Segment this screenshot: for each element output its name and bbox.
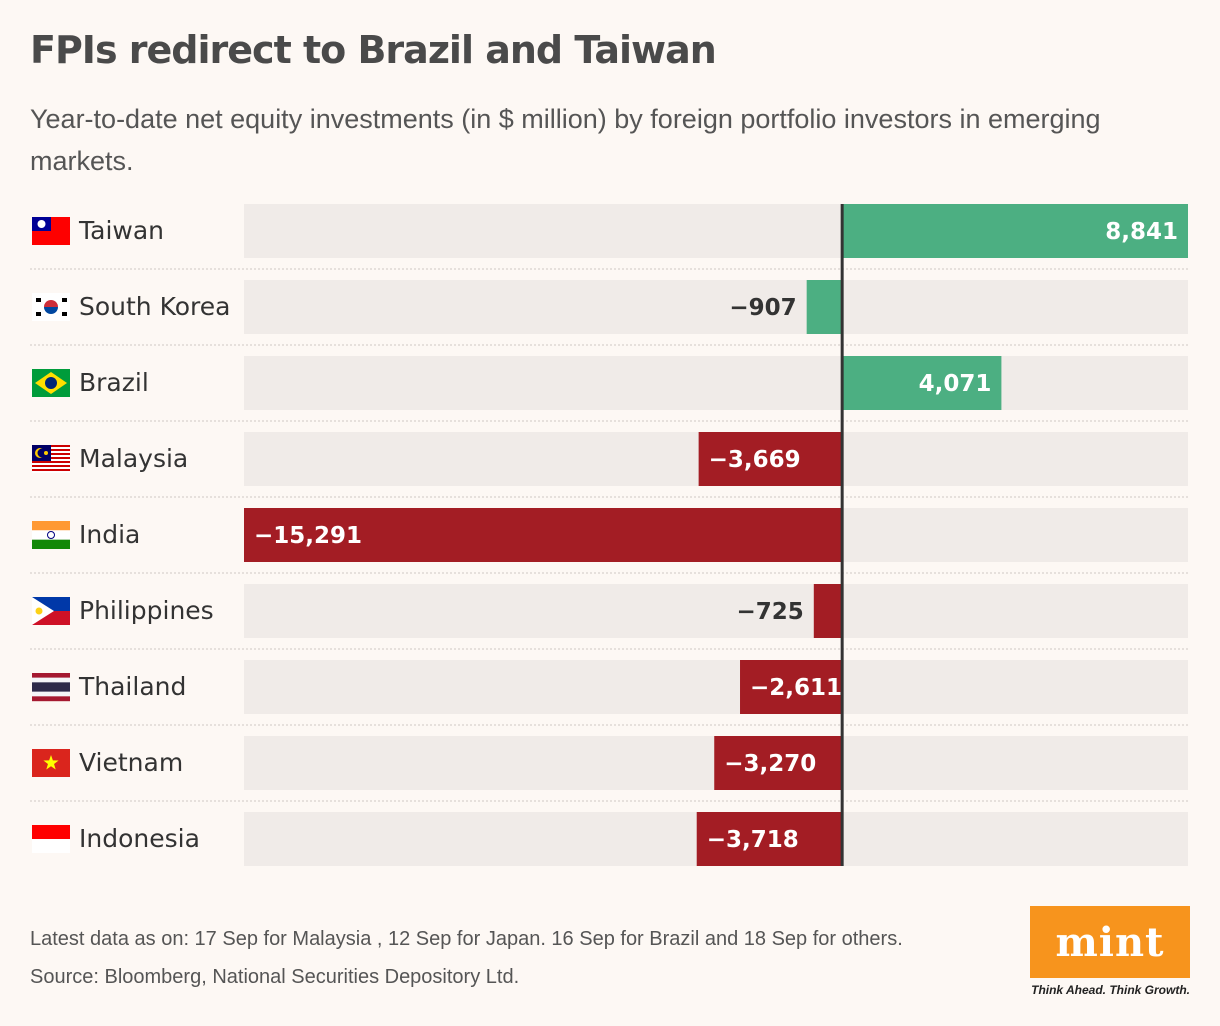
category-label: India [79, 520, 140, 549]
south-korea-flag-icon [32, 293, 70, 321]
footnote: Latest data as on: 17 Sep for Malaysia ,… [30, 928, 903, 950]
value-label: −3,718 [707, 827, 799, 853]
indonesia-flag-icon [32, 825, 70, 853]
value-label: 4,071 [919, 371, 992, 397]
category-label: Malaysia [79, 444, 188, 473]
bar [740, 660, 843, 714]
taiwan-flag-icon [32, 217, 70, 245]
value-label: −3,270 [724, 751, 816, 777]
bar [842, 356, 1002, 410]
vietnam-flag-icon [32, 749, 70, 777]
category-label: Brazil [79, 368, 149, 397]
chart-title: FPIs redirect to Brazil and Taiwan [30, 28, 717, 72]
bar [696, 812, 843, 866]
bar-track [244, 508, 1188, 562]
bar-track [244, 660, 1188, 714]
bar [842, 204, 1188, 258]
philippines-flag-icon [32, 597, 70, 625]
thailand-flag-icon [32, 673, 70, 702]
value-label: 8,841 [1105, 219, 1178, 245]
brazil-flag-icon [32, 369, 70, 397]
category-label: Indonesia [79, 824, 200, 853]
india-flag-icon [32, 521, 70, 549]
malaysia-flag-icon [32, 445, 70, 473]
mint-logo: mint [1030, 906, 1190, 978]
value-label: −3,669 [709, 447, 801, 473]
category-label: Thailand [78, 672, 186, 701]
value-label: −2,611 [750, 675, 842, 701]
logo-tagline: Think Ahead. Think Growth. [1031, 983, 1190, 997]
bar-track [244, 432, 1188, 486]
value-label: −907 [729, 295, 796, 321]
value-label: −725 [736, 599, 803, 625]
bar-track [244, 736, 1188, 790]
bar-track [244, 812, 1188, 866]
category-label: South Korea [79, 292, 230, 321]
category-label: Taiwan [78, 216, 164, 245]
bar-track [244, 584, 1188, 638]
bar-track [244, 280, 1188, 334]
bar [806, 280, 843, 334]
source-note: Source: Bloomberg, National Securities D… [30, 966, 520, 988]
bar-track [244, 356, 1188, 410]
bar [698, 432, 843, 486]
bar [244, 508, 843, 562]
bar-track [244, 204, 1188, 258]
category-label: Philippines [79, 596, 214, 625]
bar [714, 736, 843, 790]
category-label: Vietnam [79, 748, 183, 777]
chart-subtitle: Year-to-date net equity investments (in … [30, 104, 1101, 176]
value-label: −15,291 [254, 523, 362, 549]
bar [813, 584, 843, 638]
logo-wordmark: mint [1055, 918, 1165, 966]
